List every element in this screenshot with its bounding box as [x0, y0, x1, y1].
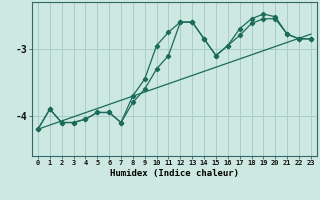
X-axis label: Humidex (Indice chaleur): Humidex (Indice chaleur): [110, 169, 239, 178]
